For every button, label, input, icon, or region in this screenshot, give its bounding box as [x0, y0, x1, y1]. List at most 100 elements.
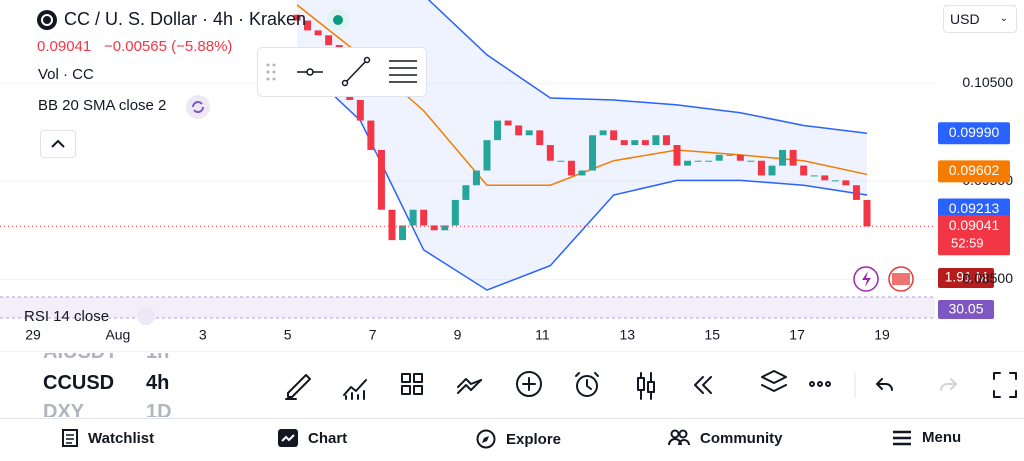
symbol[interactable]: CCUSD	[43, 372, 115, 394]
candle	[472, 170, 480, 186]
candle	[705, 160, 713, 162]
candle	[430, 225, 438, 231]
candle	[367, 120, 375, 150]
candle	[673, 145, 681, 166]
candle	[293, 14, 301, 21]
candle	[589, 135, 597, 171]
band-fill	[297, 0, 867, 291]
volume-badge-bg	[938, 268, 994, 288]
countdown: 52:59	[951, 236, 984, 251]
indicator-refresh[interactable]	[185, 94, 211, 120]
candle	[578, 170, 586, 176]
candle	[325, 35, 333, 46]
candle	[852, 185, 860, 200]
price-badge-label: 0.09990	[949, 124, 1000, 140]
replay-tool[interactable]	[694, 376, 712, 394]
candle	[842, 180, 850, 186]
event-icon-bolt	[862, 271, 871, 287]
nav-icon	[62, 429, 78, 447]
candle	[314, 30, 322, 36]
candle	[483, 140, 491, 171]
candle	[409, 209, 417, 226]
candle	[620, 140, 628, 146]
candle	[441, 225, 449, 231]
compare-tool[interactable]	[457, 378, 482, 394]
price-badge	[938, 160, 1010, 183]
dropdown-arrow: ⌄	[999, 13, 1008, 24]
x-tick-label: 11	[535, 327, 550, 343]
draw-tool[interactable]	[285, 374, 311, 400]
nav-icon	[476, 429, 496, 449]
layers-tool[interactable]	[761, 370, 787, 392]
layouts-tool[interactable]	[401, 373, 423, 395]
candle	[494, 120, 502, 141]
symbol[interactable]: AIUSDT	[43, 353, 117, 364]
redo-tool[interactable]	[940, 378, 957, 391]
candle	[377, 149, 385, 210]
x-tick-label: 17	[789, 327, 805, 343]
nav-menu[interactable]: Menu	[892, 429, 961, 446]
fullscreen-tool[interactable]	[993, 372, 1017, 398]
indicators-tool[interactable]	[343, 379, 367, 400]
candle	[715, 154, 723, 161]
nav-label: Chart	[308, 429, 348, 447]
candle	[420, 209, 428, 226]
candle	[694, 160, 702, 162]
candle	[747, 160, 755, 162]
candle	[726, 154, 734, 156]
rsi-pane	[0, 297, 935, 318]
x-tick-label: 7	[369, 327, 377, 343]
currency-select[interactable]: USD ⌄	[943, 5, 1017, 33]
currency: USD	[950, 11, 980, 27]
price-badge	[938, 122, 1010, 145]
nav-label: Explore	[506, 430, 562, 448]
nav-chart[interactable]: Chart	[278, 429, 347, 447]
candle	[462, 185, 470, 200]
nav-community[interactable]: Community	[668, 429, 783, 447]
rsi-icon[interactable]	[137, 307, 155, 325]
candle	[736, 154, 744, 161]
indicator-legend[interactable]: BB 20 SMA close 2	[38, 97, 167, 114]
y-tick-label: 0.10500	[962, 74, 1013, 90]
collapse-legend[interactable]	[40, 130, 76, 158]
candle	[831, 180, 839, 182]
x-tick-label: 19	[874, 327, 890, 343]
candle	[504, 120, 512, 126]
nav-explore[interactable]: Explore	[476, 429, 561, 449]
candle	[821, 175, 829, 181]
symbol-carousel[interactable]: AIUSDT 1h CCUSD 4h DXY 1D	[0, 353, 250, 417]
more-tool[interactable]	[809, 381, 831, 387]
interval: 1D	[146, 401, 172, 417]
symbol[interactable]: DXY	[43, 401, 85, 417]
add-tool[interactable]	[516, 371, 542, 397]
undo-tool[interactable]	[876, 378, 893, 391]
x-tick-label: 9	[454, 327, 462, 343]
symbol-title[interactable]: CC / U. S. Dollar · 4h · Kraken	[64, 9, 307, 29]
nav-label: Menu	[922, 429, 962, 446]
chart: RSI 14 close 1.91 M 30.05 0.105000.09500…	[0, 0, 1024, 352]
drawing-toolbar	[257, 47, 427, 97]
interval: 1h	[146, 353, 169, 364]
x-tick-label: 29	[25, 327, 41, 343]
price-badge	[938, 198, 1010, 221]
candle	[557, 160, 565, 162]
nav-label: Community	[700, 429, 783, 447]
chart-type-tool[interactable]	[637, 372, 655, 400]
candle	[800, 165, 808, 176]
volume-legend[interactable]: Vol · CC	[38, 66, 94, 83]
candle	[356, 99, 364, 121]
rsi-badge: 30.05	[948, 301, 983, 317]
candle	[757, 160, 765, 176]
candle	[641, 140, 649, 146]
nav-icon	[893, 430, 911, 445]
nav-watchlist[interactable]: Watchlist	[62, 429, 154, 447]
candle	[399, 225, 407, 241]
volume-badge: 1.91 M	[945, 269, 988, 285]
alert-tool[interactable]	[575, 372, 599, 397]
x-tick-label: 13	[620, 327, 636, 343]
nav-icon	[278, 429, 298, 447]
candle	[388, 209, 396, 241]
candle	[525, 130, 533, 136]
band-lower	[296, 60, 868, 291]
